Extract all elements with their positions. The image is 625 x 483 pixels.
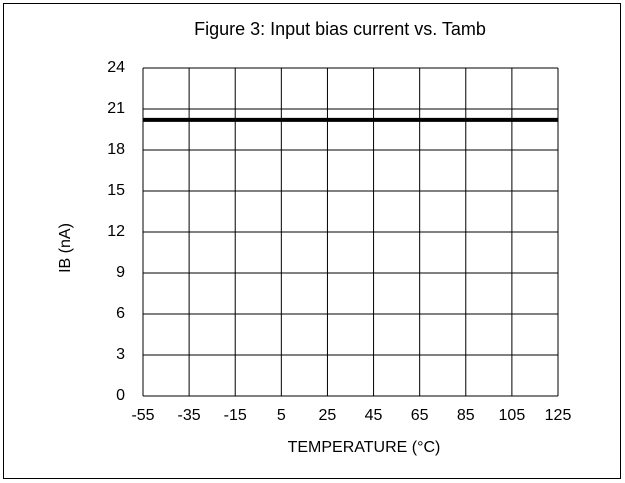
x-tick-label: 45 bbox=[365, 407, 383, 424]
x-tick-label: 5 bbox=[277, 407, 286, 424]
frame bbox=[3, 3, 621, 479]
x-tick-label: 125 bbox=[545, 407, 572, 424]
y-tick-label: 24 bbox=[107, 59, 125, 76]
x-tick-label: -35 bbox=[178, 407, 201, 424]
y-tick-label: 21 bbox=[107, 100, 125, 117]
y-tick-label: 3 bbox=[116, 346, 125, 363]
x-tick-label: 105 bbox=[499, 407, 526, 424]
x-tick-label: 65 bbox=[411, 407, 429, 424]
x-tick-label: 85 bbox=[457, 407, 475, 424]
x-axis-label: TEMPERATURE (°C) bbox=[288, 439, 441, 456]
y-tick-label: 9 bbox=[116, 264, 125, 281]
y-tick-label: 15 bbox=[107, 182, 125, 199]
y-tick-label: 12 bbox=[107, 223, 125, 240]
y-axis-label: IB (nA) bbox=[57, 223, 74, 273]
y-tick-label: 6 bbox=[116, 305, 125, 322]
x-tick-label: -15 bbox=[224, 407, 247, 424]
y-tick-label: 0 bbox=[116, 387, 125, 404]
y-tick-label: 18 bbox=[107, 141, 125, 158]
x-tick-label: 25 bbox=[319, 407, 337, 424]
chart-title: Figure 3: Input bias current vs. Tamb bbox=[194, 19, 486, 39]
x-tick-label: -55 bbox=[131, 407, 154, 424]
